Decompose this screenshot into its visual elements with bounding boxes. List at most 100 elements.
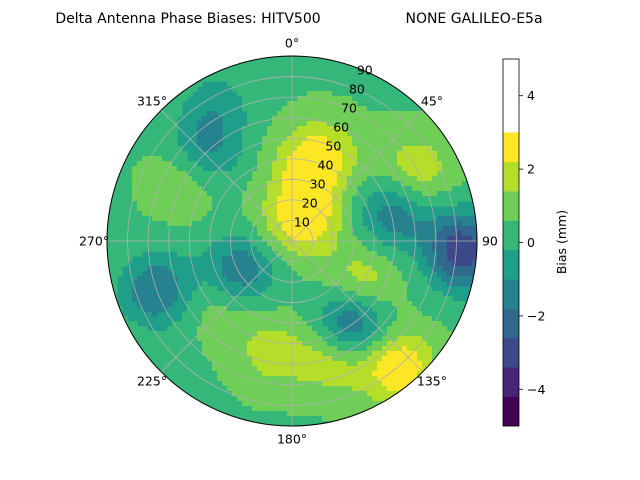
heatmap-cell bbox=[307, 311, 313, 317]
heatmap-cell bbox=[292, 216, 298, 222]
heatmap-cell bbox=[247, 236, 253, 242]
heatmap-cell bbox=[242, 216, 248, 222]
heatmap-cell bbox=[277, 246, 283, 252]
heatmap-cell bbox=[407, 231, 413, 237]
colorbar-bin bbox=[503, 308, 519, 339]
heatmap-cell bbox=[167, 361, 173, 367]
heatmap-cell bbox=[402, 331, 408, 337]
heatmap-cell bbox=[372, 111, 378, 117]
heatmap-cell bbox=[207, 361, 213, 367]
heatmap-cell bbox=[467, 231, 473, 237]
heatmap-cell bbox=[302, 181, 308, 187]
heatmap-cell bbox=[277, 311, 283, 317]
heatmap-cell bbox=[352, 146, 358, 152]
heatmap-cell bbox=[307, 81, 313, 87]
heatmap-cell bbox=[187, 316, 193, 322]
heatmap-cell bbox=[282, 221, 288, 227]
heatmap-cell bbox=[147, 171, 153, 177]
heatmap-cell bbox=[347, 266, 353, 272]
heatmap-cell bbox=[112, 221, 118, 227]
heatmap-cell bbox=[167, 121, 173, 127]
heatmap-cell bbox=[302, 221, 308, 227]
heatmap-cell bbox=[427, 191, 433, 197]
heatmap-cell bbox=[227, 356, 233, 362]
heatmap-cell bbox=[417, 231, 423, 237]
heatmap-cell bbox=[307, 341, 313, 347]
heatmap-cell bbox=[252, 371, 258, 377]
heatmap-cell bbox=[152, 336, 158, 342]
heatmap-cell bbox=[222, 231, 228, 237]
heatmap-cell bbox=[152, 216, 158, 222]
heatmap-cell bbox=[372, 146, 378, 152]
heatmap-cell bbox=[362, 341, 368, 347]
heatmap-cell bbox=[287, 196, 293, 202]
heatmap-cell bbox=[292, 266, 298, 272]
heatmap-cell bbox=[227, 216, 233, 222]
heatmap-cell bbox=[257, 71, 263, 77]
heatmap-cell bbox=[332, 81, 338, 87]
heatmap-cell bbox=[302, 106, 308, 112]
heatmap-cell bbox=[232, 306, 238, 312]
heatmap-cell bbox=[267, 391, 273, 397]
heatmap-cell bbox=[282, 111, 288, 117]
heatmap-cell bbox=[182, 241, 188, 247]
heatmap-cell bbox=[217, 366, 223, 372]
heatmap-cell bbox=[177, 236, 183, 242]
heatmap-cell bbox=[387, 176, 393, 182]
heatmap-cell bbox=[312, 391, 318, 397]
heatmap-cell bbox=[367, 256, 373, 262]
heatmap-cell bbox=[317, 211, 323, 217]
heatmap-cell bbox=[142, 146, 148, 152]
radial-tick-label: 30 bbox=[310, 177, 326, 192]
heatmap-cell bbox=[397, 151, 403, 157]
heatmap-cell bbox=[217, 306, 223, 312]
heatmap-cell bbox=[212, 66, 218, 72]
heatmap-cell bbox=[122, 261, 128, 267]
heatmap-cell bbox=[237, 231, 243, 237]
heatmap-cell bbox=[212, 201, 218, 207]
heatmap-cell bbox=[362, 281, 368, 287]
heatmap-cell bbox=[432, 361, 438, 367]
heatmap-cell bbox=[277, 221, 283, 227]
heatmap-cell bbox=[402, 156, 408, 162]
heatmap-cell bbox=[452, 306, 458, 312]
heatmap-cell bbox=[292, 196, 298, 202]
heatmap-cell bbox=[257, 326, 263, 332]
heatmap-cell bbox=[302, 276, 308, 282]
heatmap-cell bbox=[337, 361, 343, 367]
heatmap-cell bbox=[327, 351, 333, 357]
heatmap-cell bbox=[267, 316, 273, 322]
heatmap-cell bbox=[262, 196, 268, 202]
heatmap-cell bbox=[227, 221, 233, 227]
heatmap-cell bbox=[297, 411, 303, 417]
heatmap-cell bbox=[427, 326, 433, 332]
heatmap-cell bbox=[322, 61, 328, 67]
heatmap-cell bbox=[132, 251, 138, 257]
heatmap-cell bbox=[247, 146, 253, 152]
heatmap-cell bbox=[282, 416, 288, 422]
heatmap-cell bbox=[292, 326, 298, 332]
heatmap-cell bbox=[427, 186, 433, 192]
heatmap-cell bbox=[272, 346, 278, 352]
heatmap-cell bbox=[222, 196, 228, 202]
heatmap-cell bbox=[467, 281, 473, 287]
heatmap-cell bbox=[182, 151, 188, 157]
heatmap-cell bbox=[112, 286, 118, 292]
heatmap-cell bbox=[342, 71, 348, 77]
heatmap-cell bbox=[132, 196, 138, 202]
heatmap-cell bbox=[162, 271, 168, 277]
heatmap-cell bbox=[397, 226, 403, 232]
heatmap-cell bbox=[342, 351, 348, 357]
heatmap-cell bbox=[402, 291, 408, 297]
heatmap-cell bbox=[382, 296, 388, 302]
heatmap-cell bbox=[417, 146, 423, 152]
heatmap-cell bbox=[142, 186, 148, 192]
heatmap-cell bbox=[357, 416, 363, 422]
heatmap-cell bbox=[347, 116, 353, 122]
heatmap-cell bbox=[142, 181, 148, 187]
heatmap-cell bbox=[257, 126, 263, 132]
heatmap-cell bbox=[207, 121, 213, 127]
heatmap-cell bbox=[257, 86, 263, 92]
heatmap-cell bbox=[377, 356, 383, 362]
heatmap-cell bbox=[292, 201, 298, 207]
